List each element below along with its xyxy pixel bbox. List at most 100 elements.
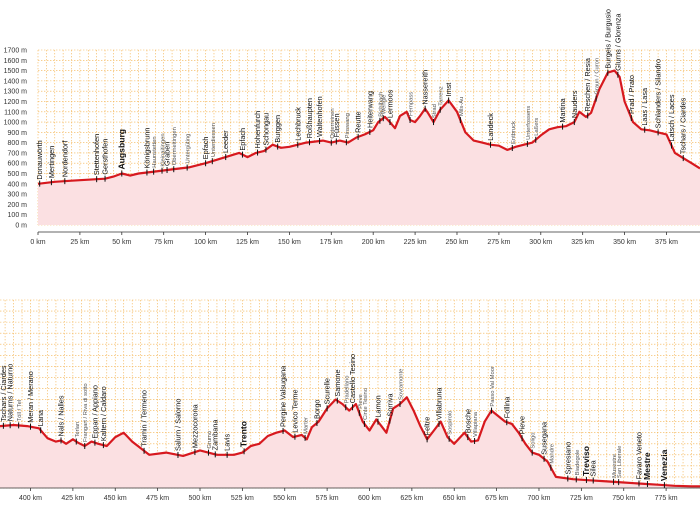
y-tick-label: 600 m xyxy=(8,161,28,168)
place-label: Follina xyxy=(502,396,511,418)
x-tick-label: 100 km xyxy=(194,239,217,246)
place-label: Biadegole xyxy=(575,450,581,476)
x-tick-label: 175 km xyxy=(320,239,343,246)
place-label: Villapiana xyxy=(473,411,479,437)
place-label: Musestre xyxy=(612,454,618,478)
place-label: Lamon xyxy=(373,395,382,417)
place-label: Nauders xyxy=(570,90,579,118)
place-label: Haunstetten xyxy=(152,136,158,167)
x-tick-label: 750 km xyxy=(612,495,635,502)
x-tick-label: 400 km xyxy=(19,495,42,502)
y-tick-label: 400 m xyxy=(8,181,28,188)
place-label: Kleinaitingen xyxy=(161,133,167,166)
place-label: Epfach xyxy=(238,128,247,151)
y-tick-label: 0 m xyxy=(15,223,27,230)
x-tick-label: 250 km xyxy=(446,239,469,246)
place-label: Schlanders / Silandro xyxy=(654,59,663,128)
x-tick-label: 575 km xyxy=(316,495,339,502)
elevation-area xyxy=(38,70,700,225)
x-tick-label: 75 km xyxy=(154,239,173,246)
x-tick-label: 725 km xyxy=(570,495,593,502)
x-tick-label: 275 km xyxy=(487,239,510,246)
place-label: Epfach xyxy=(201,137,210,160)
place-label: Laßers xyxy=(534,118,540,136)
place-label: Scurelle xyxy=(323,378,332,404)
y-tick-label: 1400 m xyxy=(4,78,28,85)
place-label: Meran / Merano xyxy=(26,371,35,423)
x-tick-label: 50 km xyxy=(112,239,131,246)
place-label: Graben xyxy=(163,142,172,166)
place-label: Burggen xyxy=(273,115,282,143)
place-label: Martina xyxy=(558,97,567,122)
place-label: Reschen / Resia xyxy=(583,57,592,111)
y-tick-label: 700 m xyxy=(8,150,28,157)
place-label: Soligo xyxy=(531,432,537,448)
place-label: Cinte Tesino xyxy=(363,388,369,420)
x-tick-label: 350 km xyxy=(613,239,636,246)
place-label: Kaltern / Caldaro xyxy=(99,386,108,441)
place-label: Venezia xyxy=(659,449,669,481)
place-label: Castello Tesino xyxy=(348,354,357,403)
place-label: Naturns / Naturno xyxy=(6,364,15,422)
place-label: Unterdiessen xyxy=(211,123,217,157)
place-label: Mils-Au xyxy=(459,97,465,116)
x-tick-label: 650 km xyxy=(443,495,466,502)
place-label: Roßhaupten xyxy=(305,98,314,138)
y-tick-label: 800 m xyxy=(8,140,28,147)
place-label: Pergine Valsugana xyxy=(279,365,288,427)
place-label: San Liberale xyxy=(617,446,623,479)
place-label: Gersthofen xyxy=(101,139,110,175)
place-label: Mandre xyxy=(549,444,555,464)
x-tick-label: 600 km xyxy=(358,495,381,502)
x-tick-label: 550 km xyxy=(273,495,296,502)
place-label: Spresiano xyxy=(563,442,572,475)
x-tick-label: 625 km xyxy=(400,495,423,502)
elevation-area xyxy=(0,397,700,488)
place-label: Eppan / Appiano xyxy=(90,385,99,439)
y-tick-label: 300 m xyxy=(8,192,28,199)
x-tick-label: 0 km xyxy=(30,239,45,246)
place-label: Bosche xyxy=(463,409,472,433)
x-tick-label: 675 km xyxy=(485,495,508,502)
place-label: Prad / Prato xyxy=(627,75,636,114)
y-tick-label: 1700 m xyxy=(4,48,28,55)
x-tick-label: 200 km xyxy=(362,239,385,246)
place-label: Sorriva xyxy=(385,392,394,416)
place-label: Graun / Curon xyxy=(595,58,601,95)
x-tick-label: 25 km xyxy=(70,239,89,246)
place-label: Schongau xyxy=(261,113,270,146)
x-tick-label: 325 km xyxy=(571,239,594,246)
place-label: Tarrenz xyxy=(439,86,445,105)
place-label: Pieve xyxy=(358,394,364,409)
place-label: Sospirolo xyxy=(448,411,454,435)
x-tick-label: 150 km xyxy=(278,239,301,246)
elevation-line xyxy=(37,69,700,185)
place-label: Osterreinen xyxy=(330,108,336,138)
place-label: Trento xyxy=(239,421,249,447)
place-label: Sovramonte xyxy=(399,369,405,400)
x-tick-label: 525 km xyxy=(231,495,254,502)
place-label: Burgeis / Burgusio xyxy=(603,9,612,69)
y-tick-label: 1100 m xyxy=(4,109,27,116)
x-tick-label: 775 km xyxy=(655,495,678,502)
x-tick-label: 475 km xyxy=(146,495,169,502)
place-label: Zambana xyxy=(211,419,220,451)
place-label: Tschars / Ciardes xyxy=(679,97,688,154)
place-label: Nordendorf xyxy=(60,140,69,177)
place-label: Hohenfurch xyxy=(253,111,262,149)
place-label: Leeder xyxy=(221,130,230,153)
top-panel: Donauwörth Mertingen Nordendorf Stettenhofe… xyxy=(4,9,700,246)
place-label: Treviso xyxy=(581,446,591,476)
place-label: Lermoos xyxy=(385,89,394,118)
place-label: Nals / Nalles xyxy=(57,395,66,436)
place-label: Marter xyxy=(304,417,310,434)
place-label: Reutte xyxy=(354,111,363,133)
y-tick-label: 900 m xyxy=(8,130,28,137)
x-tick-label: 425 km xyxy=(61,495,84,502)
place-label: Lavis xyxy=(223,433,232,450)
place-label: Pinswang xyxy=(345,113,351,138)
place-label: Latsch / Laces xyxy=(667,94,676,141)
place-label: Borgo xyxy=(312,400,321,419)
x-tick-label: 375 km xyxy=(655,239,678,246)
x-tick-label: 300 km xyxy=(529,239,552,246)
